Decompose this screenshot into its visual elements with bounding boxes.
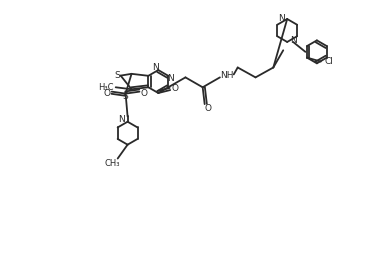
Text: O: O — [141, 89, 148, 98]
Text: N: N — [278, 14, 285, 23]
Text: S: S — [123, 92, 129, 101]
Text: N: N — [167, 74, 174, 83]
Text: N: N — [290, 36, 297, 45]
Text: H₃C: H₃C — [98, 83, 114, 92]
Text: O: O — [103, 89, 110, 98]
Text: Cl: Cl — [324, 57, 333, 66]
Text: N: N — [118, 115, 125, 124]
Text: N: N — [152, 63, 159, 72]
Text: NH: NH — [220, 71, 234, 80]
Text: CH₃: CH₃ — [105, 159, 120, 168]
Text: O: O — [172, 84, 179, 93]
Text: S: S — [115, 71, 120, 80]
Text: O: O — [204, 103, 211, 113]
